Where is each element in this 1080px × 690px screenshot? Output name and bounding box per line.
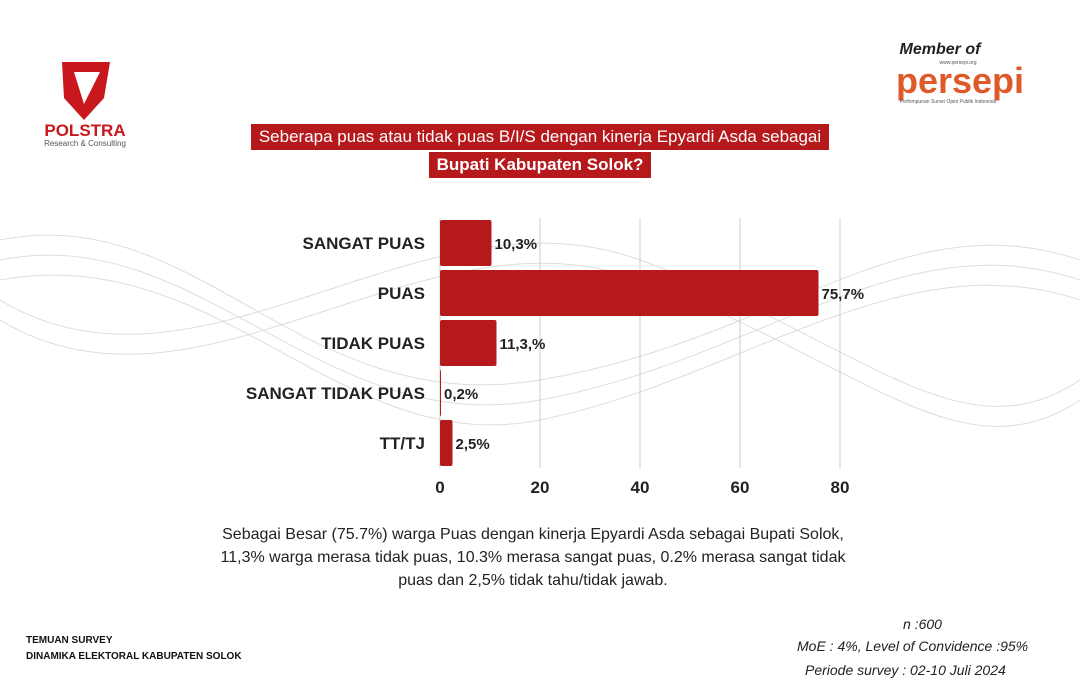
- logo-tagline: Research & Consulting: [44, 139, 126, 148]
- polstra-logo: [62, 62, 110, 120]
- category-label: TT/TJ: [380, 434, 425, 453]
- value-label: 75,7%: [822, 286, 865, 303]
- x-tick-label: 60: [731, 478, 750, 497]
- logo-name: POLSTRA: [44, 121, 125, 140]
- question-text: Bupati Kabupaten Solok?: [428, 152, 652, 178]
- x-tick-label: 0: [435, 478, 444, 497]
- x-tick-label: 20: [531, 478, 550, 497]
- bar: [440, 370, 441, 416]
- category-label: PUAS: [378, 284, 425, 303]
- question-text: Seberapa puas atau tidak puas B/I/S deng…: [250, 124, 830, 150]
- summary-line: puas dan 2,5% tidak tahu/tidak jawab.: [398, 572, 668, 589]
- question-line: Seberapa puas atau tidak puas B/I/S deng…: [0, 124, 1080, 150]
- category-label: SANGAT TIDAK PUAS: [246, 384, 425, 403]
- bar: [440, 270, 819, 316]
- summary-line: Sebagai Besar (75.7%) warga Puas dengan …: [222, 526, 844, 543]
- bar: [440, 320, 497, 366]
- value-label: 0,2%: [444, 386, 478, 403]
- member-tagline: Perhimpunan Survei Opini Publik Indonesi…: [900, 99, 997, 105]
- category-label: TIDAK PUAS: [321, 334, 425, 353]
- value-label: 11,3,%: [500, 336, 546, 353]
- x-tick-label: 80: [831, 478, 850, 497]
- footer-right: n :600: [903, 616, 942, 632]
- footer-left: TEMUAN SURVEY: [26, 635, 113, 646]
- member-url: www.persepi.org: [940, 60, 977, 66]
- bar: [440, 420, 453, 466]
- summary-line: 11,3% warga merasa tidak puas, 10.3% mer…: [220, 549, 846, 566]
- value-label: 2,5%: [456, 436, 490, 453]
- summary: Sebagai Besar (75.7%) warga Puas dengan …: [100, 523, 966, 592]
- bar: [440, 220, 492, 266]
- footer-right: Periode survey : 02-10 Juli 2024: [805, 662, 1006, 678]
- category-label: SANGAT PUAS: [303, 234, 425, 253]
- x-tick-label: 40: [631, 478, 650, 497]
- question-line: Bupati Kabupaten Solok?: [0, 152, 1080, 178]
- member-logo: persepi: [896, 60, 1024, 101]
- footer-left: DINAMIKA ELEKTORAL KABUPATEN SOLOK: [26, 651, 242, 662]
- member-label: Member of: [900, 41, 983, 58]
- footer-right: MoE : 4%, Level of Convidence :95%: [797, 638, 1029, 654]
- value-label: 10,3%: [495, 236, 538, 253]
